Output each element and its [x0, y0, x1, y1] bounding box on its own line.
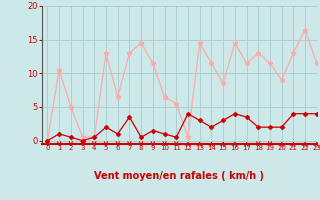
X-axis label: Vent moyen/en rafales ( km/h ): Vent moyen/en rafales ( km/h )	[94, 171, 264, 181]
